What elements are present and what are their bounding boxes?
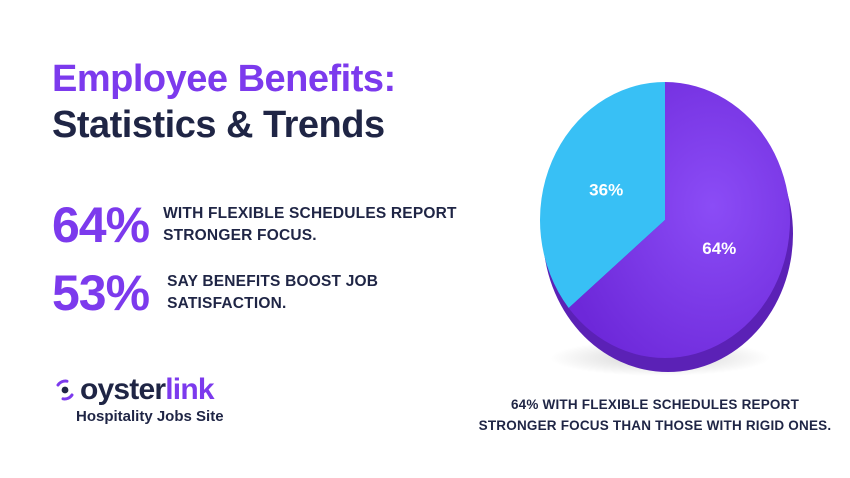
- title-line-2: Statistics & Trends: [52, 104, 385, 146]
- brand-name: oysterlink: [80, 373, 215, 406]
- stat-value: 64%: [52, 197, 150, 253]
- chart-caption: 64% WITH FLEXIBLE SCHEDULES REPORT STRON…: [478, 397, 832, 433]
- brand-name-part1: oyster: [80, 373, 166, 406]
- pie-labels: 36% 64%: [589, 180, 736, 258]
- brand-tagline: Hospitality Jobs Site: [76, 408, 224, 425]
- pie-slice: [540, 82, 665, 308]
- brand-name-part2: link: [165, 373, 214, 406]
- stat-item: 53% SAY BENEFITS BOOST JOB SATISFACTION.: [52, 268, 397, 318]
- stat-item: 64% WITH FLEXIBLE SCHEDULES REPORT STRON…: [52, 200, 463, 250]
- pie-slices: [540, 82, 793, 372]
- pie-slice-label: 36%: [589, 180, 623, 199]
- brand-logo: oysterlink Hospitality Jobs Site: [54, 374, 224, 425]
- stat-description: WITH FLEXIBLE SCHEDULES REPORT STRONGER …: [163, 205, 457, 244]
- title-line-1: Employee Benefits:: [52, 58, 396, 100]
- stat-value: 53%: [52, 265, 150, 321]
- pie-slice-label: 64%: [702, 239, 736, 258]
- page-title: Employee Benefits: Statistics & Trends: [52, 56, 396, 148]
- pie-chart: 36% 64%: [540, 82, 793, 376]
- oysterlink-logo-icon: [56, 379, 74, 401]
- pie-slice: [568, 82, 790, 358]
- stat-description: SAY BENEFITS BOOST JOB SATISFACTION.: [167, 273, 379, 312]
